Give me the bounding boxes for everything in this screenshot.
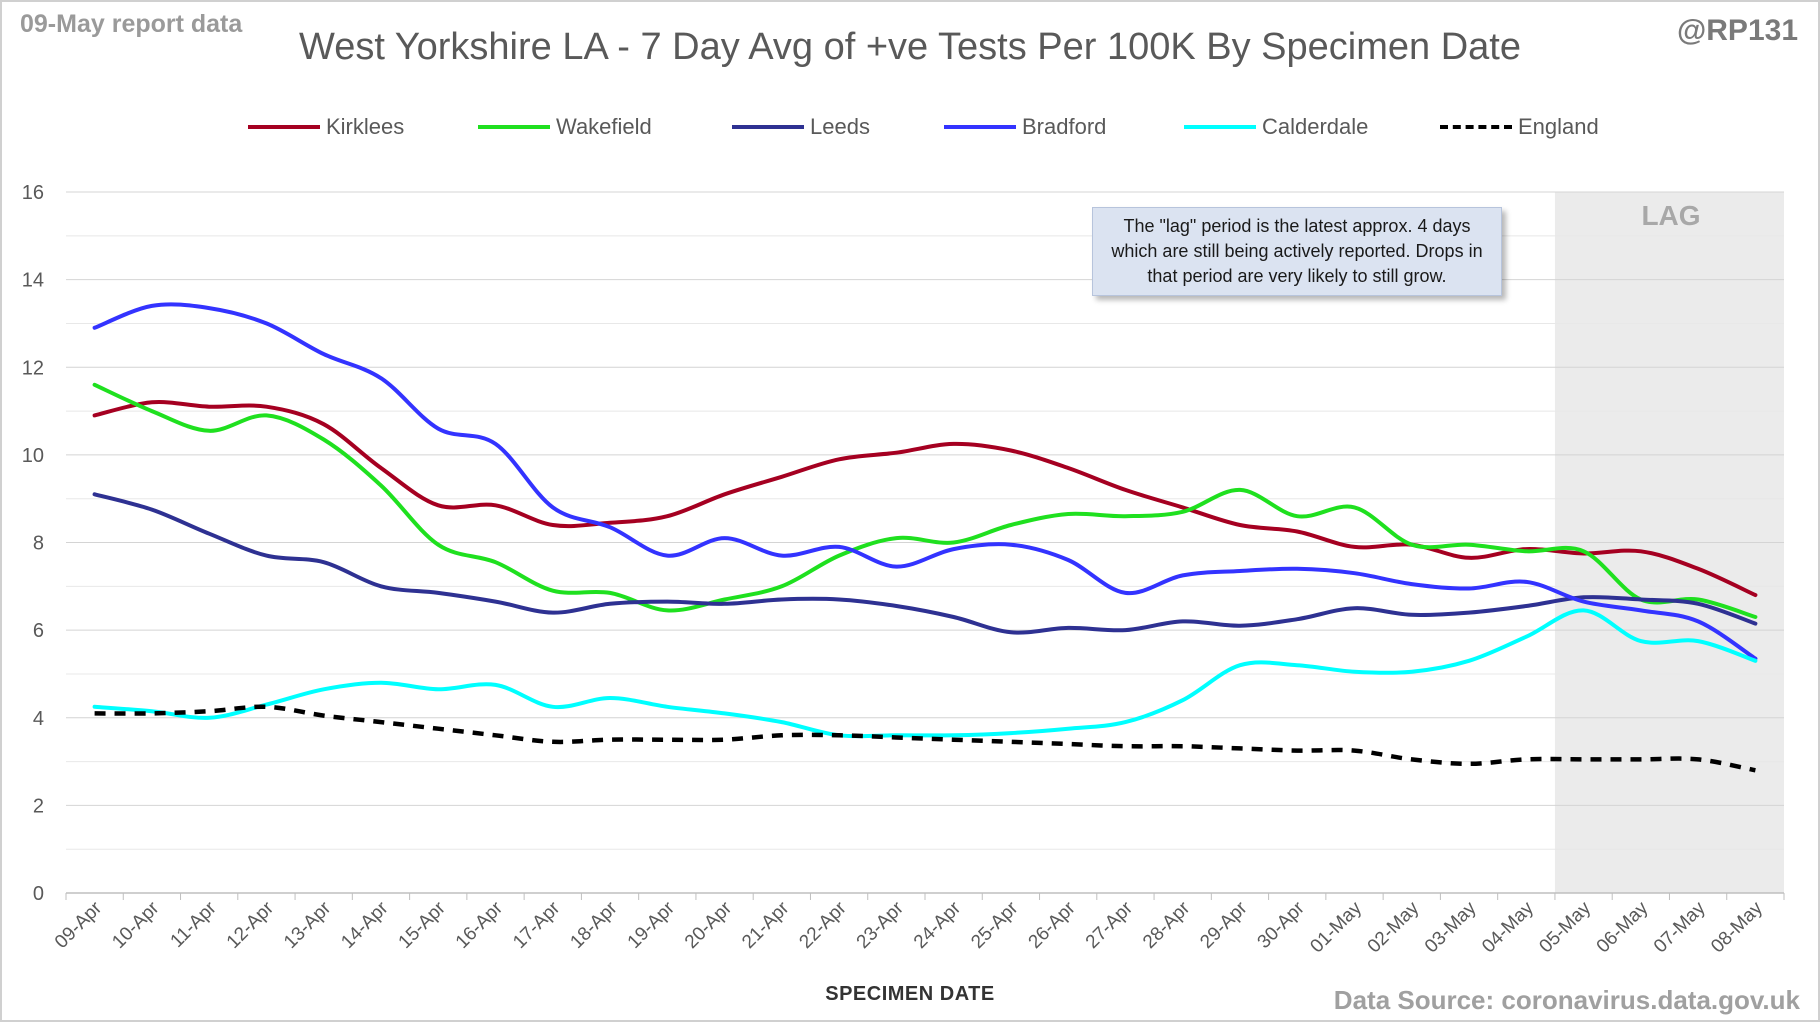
data-source: Data Source: coronavirus.data.gov.uk	[1333, 985, 1800, 1015]
x-tick-label: 30-Apr	[1254, 897, 1310, 953]
x-tick-label: 25-Apr	[967, 897, 1023, 953]
x-tick-label: 18-Apr	[566, 897, 622, 953]
legend-item-wakefield: Wakefield	[478, 112, 652, 142]
y-tick-label: 2	[33, 795, 44, 817]
y-tick-label: 8	[33, 533, 44, 555]
report-date: 09-May report data	[20, 10, 243, 38]
x-tick-label: 28-Apr	[1139, 897, 1195, 953]
x-tick-label: 08-May	[1707, 897, 1767, 957]
y-tick-label: 4	[33, 708, 44, 730]
series-line-england	[94, 704, 1756, 773]
x-tick-label: 27-Apr	[1082, 897, 1138, 953]
x-tick-label: 21-Apr	[738, 897, 794, 953]
y-tick-label: 16	[22, 182, 44, 204]
legend-item-leeds: Leeds	[732, 112, 870, 142]
x-tick-label: 26-Apr	[1025, 897, 1081, 953]
y-tick-label: 14	[22, 270, 44, 292]
author-handle: @RP131	[1677, 14, 1798, 47]
legend-item-england: England	[1440, 112, 1599, 142]
chart-legend: Kirklees Wakefield Leeds Bradford Calderdale…	[0, 112, 1820, 142]
legend-item-bradford: Bradford	[944, 112, 1106, 142]
x-tick-label: 11-Apr	[167, 897, 222, 952]
lag-label: LAG	[1641, 200, 1701, 231]
y-tick-label: 0	[33, 883, 44, 905]
x-tick-label: 01-May	[1306, 897, 1366, 957]
x-tick-label: 06-May	[1593, 897, 1653, 957]
legend-swatch	[944, 125, 1016, 129]
legend-swatch	[478, 125, 550, 129]
x-tick-label: 29-Apr	[1196, 897, 1252, 953]
x-tick-label: 03-May	[1421, 897, 1481, 957]
series-line-leeds	[92, 492, 1758, 635]
legend-label: Calderdale	[1262, 114, 1369, 139]
y-tick-label: 12	[22, 357, 44, 379]
legend-label: Bradford	[1022, 114, 1107, 139]
legend-item-calderdale: Calderdale	[1184, 112, 1368, 142]
x-tick-label: 24-Apr	[910, 897, 966, 953]
legend-label: Wakefield	[556, 114, 652, 139]
x-tick-label: 04-May	[1478, 897, 1538, 957]
x-tick-label: 12-Apr	[223, 897, 279, 953]
legend-swatch	[732, 125, 804, 129]
series-line-calderdale	[92, 608, 1758, 739]
x-tick-label: 19-Apr	[624, 897, 680, 953]
x-tick-label: 14-Apr	[337, 897, 393, 953]
x-tick-label: 13-Apr	[280, 897, 336, 953]
x-tick-label: 05-May	[1535, 897, 1595, 957]
y-tick-label: 10	[22, 445, 44, 467]
x-tick-label: 15-Apr	[395, 897, 451, 953]
legend-swatch	[1440, 125, 1512, 129]
x-tick-label: 22-Apr	[795, 897, 851, 953]
legend-item-kirklees: Kirklees	[248, 112, 404, 142]
x-tick-label: 07-May	[1650, 897, 1710, 957]
x-tick-label: 23-Apr	[853, 897, 909, 953]
legend-label: England	[1518, 114, 1599, 139]
x-tick-label: 16-Apr	[452, 897, 508, 953]
x-tick-label: 10-Apr	[108, 897, 164, 953]
series-line-wakefield	[92, 382, 1758, 619]
legend-swatch	[1184, 125, 1256, 129]
x-tick-label: 02-May	[1364, 897, 1424, 957]
lag-annotation-box: The "lag" period is the latest approx. 4…	[1092, 207, 1502, 296]
legend-swatch	[248, 125, 320, 129]
legend-label: Kirklees	[326, 114, 405, 139]
series-line-kirklees	[92, 400, 1758, 598]
legend-label: Leeds	[810, 114, 870, 139]
x-axis-title: SPECIMEN DATE	[825, 983, 995, 1005]
x-tick-label: 17-Apr	[509, 897, 565, 953]
chart-title: West Yorkshire LA - 7 Day Avg of +ve Tes…	[299, 26, 1521, 68]
y-tick-label: 6	[33, 620, 44, 642]
series-line-bradford	[92, 302, 1758, 661]
x-tick-label: 09-Apr	[51, 897, 107, 953]
x-tick-label: 20-Apr	[681, 897, 737, 953]
